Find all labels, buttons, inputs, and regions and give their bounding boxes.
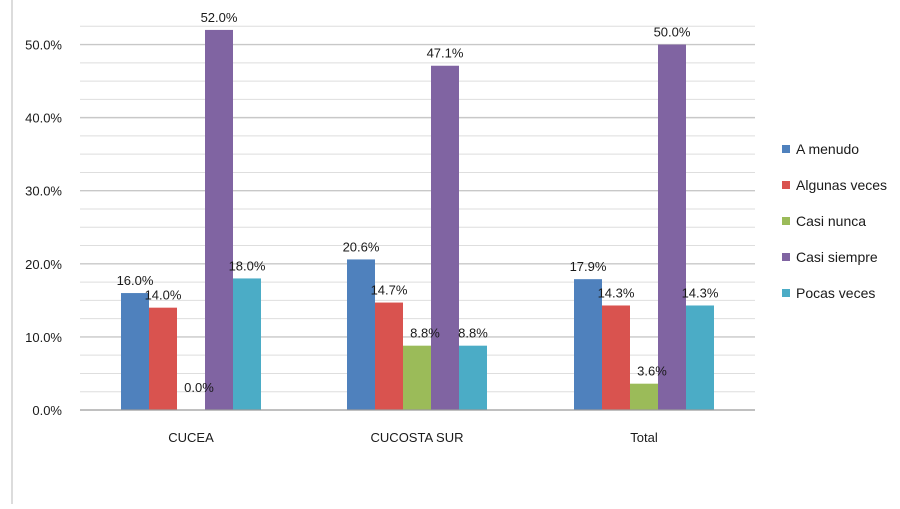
data-label: 14.3%: [682, 285, 719, 300]
data-label: 8.8%: [458, 326, 488, 341]
bar: [121, 293, 149, 410]
data-label: 17.9%: [570, 259, 607, 274]
legend: A menudo Algunas veces Casi nunca Casi siem…: [782, 141, 887, 301]
legend-label: Casi nunca: [796, 213, 866, 229]
legend-label: Algunas veces: [796, 177, 887, 193]
bars: [121, 29, 714, 410]
bar: [205, 29, 233, 410]
bar: [630, 383, 658, 410]
data-label: 16.0%: [117, 273, 154, 288]
data-labels: 16.0%14.0% 0.0% 52.0% 18.0% 20.6% 14.7% 8.8% 47…: [117, 10, 719, 395]
bar: [403, 345, 431, 410]
data-label: 52.0%: [201, 10, 238, 25]
bar: [658, 44, 686, 410]
data-label: 47.1%: [427, 46, 464, 61]
y-tick-label: 30.0%: [25, 184, 62, 199]
y-tick-label: 40.0%: [25, 111, 62, 126]
legend-swatch: [782, 289, 790, 297]
x-category-label: CUCOSTA SUR: [371, 430, 464, 445]
data-label: 14.3%: [598, 285, 635, 300]
data-label: 20.6%: [343, 239, 380, 254]
legend-label: A menudo: [796, 141, 859, 157]
data-label: 18.0%: [229, 258, 266, 273]
bar: [347, 259, 375, 410]
x-category-label: CUCEA: [168, 430, 214, 445]
legend-label: Pocas veces: [796, 285, 875, 301]
bar: [602, 305, 630, 410]
data-label: 8.8%: [410, 326, 440, 341]
bar: [233, 278, 261, 410]
data-label: 3.6%: [637, 364, 667, 379]
data-label: 14.7%: [371, 283, 408, 298]
bar: [149, 307, 177, 410]
legend-swatch: [782, 217, 790, 225]
data-label: 14.0%: [145, 288, 182, 303]
gridlines: [80, 25, 755, 393]
legend-label: Casi siempre: [796, 249, 878, 265]
bar: [686, 305, 714, 410]
y-tick-label: 0.0%: [32, 403, 62, 418]
legend-swatch: [782, 181, 790, 189]
legend-swatch: [782, 253, 790, 261]
y-tick-label: 50.0%: [25, 38, 62, 53]
y-axis: 0.0% 10.0% 20.0% 30.0% 40.0% 50.0%: [25, 38, 62, 418]
y-tick-label: 10.0%: [25, 330, 62, 345]
x-axis: CUCEA CUCOSTA SUR Total: [80, 409, 755, 445]
bar: [375, 302, 403, 410]
data-label: 50.0%: [654, 25, 691, 40]
data-label: 0.0%: [184, 380, 214, 395]
legend-swatch: [782, 145, 790, 153]
y-tick-label: 20.0%: [25, 257, 62, 272]
x-category-label: Total: [630, 430, 658, 445]
bar: [431, 65, 459, 410]
bar: [459, 345, 487, 410]
bar: [574, 279, 602, 410]
